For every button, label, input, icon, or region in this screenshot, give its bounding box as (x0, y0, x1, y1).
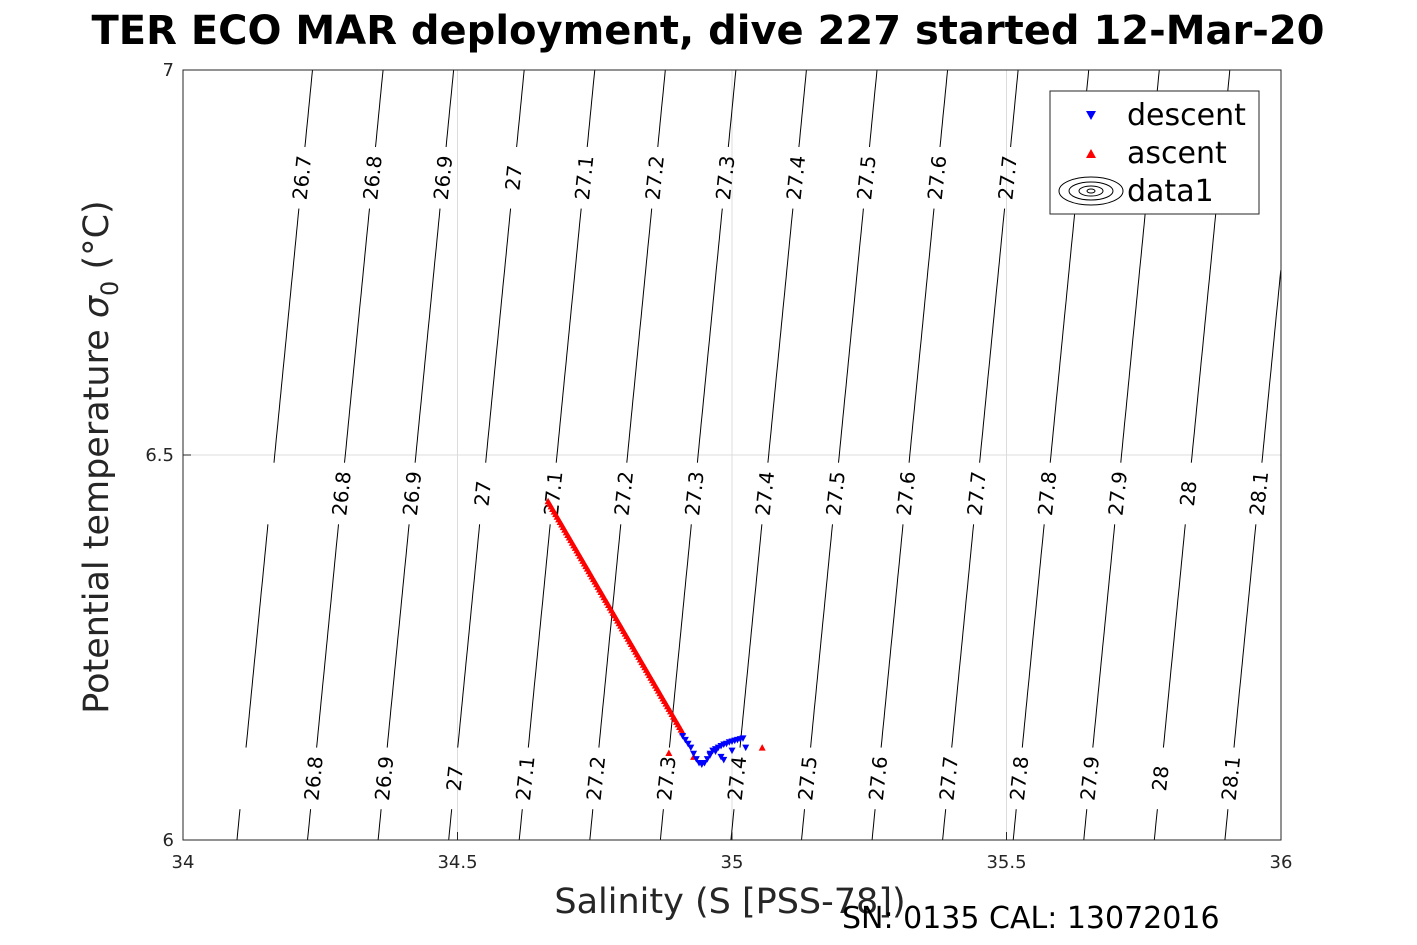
contour-label-1-0: 26.8 (327, 470, 356, 517)
descent-point-4 (690, 750, 698, 758)
contour-label-2-10: 27.8 (1005, 755, 1034, 802)
contour-line-14 (1224, 270, 1282, 841)
contour-label-1-5: 27.3 (680, 470, 709, 517)
contour-label-0-4: 27.1 (570, 154, 599, 201)
contour-line-13 (1153, 69, 1231, 841)
contour-line-4 (518, 69, 596, 841)
contour-label-1-11: 27.9 (1103, 470, 1132, 517)
data-points (544, 497, 766, 769)
descent-point-23 (706, 752, 714, 759)
contour-label-2-2: 27 (441, 764, 468, 792)
contour-label-1-4: 27.2 (610, 470, 639, 517)
contour-label-2-9: 27.7 (934, 755, 963, 802)
y-axis-label-text: Potential temperature (77, 329, 117, 713)
descent-point-0 (679, 733, 687, 740)
contour-line-5 (589, 69, 666, 841)
legend-box (1049, 90, 1260, 215)
contour-label-1-12: 28 (1175, 480, 1202, 508)
x-tick-label-0: 34 (172, 852, 195, 873)
descent-point-9 (703, 756, 711, 763)
legend-marker-contour-icon (1058, 176, 1124, 206)
contour-label-0-2: 26.9 (429, 154, 458, 201)
descent-point-5 (692, 756, 700, 763)
contour-label-2-11: 27.9 (1076, 755, 1105, 802)
density-contours: 26.7 26.8 26.9 27 27.1 27.2 27.3 27.4 27.5 27.6 27… (236, 69, 1282, 841)
chart-title: TER ECO MAR deployment, dive 227 started… (91, 8, 1324, 54)
contour-label-1-6: 27.4 (751, 470, 780, 517)
descent-point-26 (720, 756, 728, 764)
contour-label-2-4: 27.2 (582, 755, 611, 802)
descent-point-28 (742, 744, 750, 752)
ascent-extra-point-0 (665, 749, 673, 756)
y-tick-label-2: 7 (163, 60, 174, 81)
descent-point-1 (681, 736, 689, 744)
x-tick-label-3: 35.5 (986, 852, 1026, 873)
x-axis-ticks: 34 34.5 35 35.5 36 (172, 832, 1293, 873)
contour-label-2-6: 27.4 (723, 755, 752, 802)
contour-label-2-12: 28 (1147, 764, 1174, 792)
contour-label-1-9: 27.7 (962, 470, 991, 517)
contour-line-1 (307, 69, 384, 841)
y-axis-label-unit: (°C) (77, 200, 117, 269)
contour-label-2-3: 27.1 (511, 755, 540, 802)
contour-label-1-2: 27 (469, 480, 496, 508)
x-tick-label-1: 34.5 (437, 852, 477, 873)
contour-label-0-0: 26.7 (288, 154, 317, 201)
contour-line-3 (448, 69, 525, 841)
contour-line-10 (942, 69, 1019, 841)
y-axis-label-subscript: 0 (96, 281, 124, 296)
contour-line-11 (1012, 69, 1090, 841)
ascent-extra-point-1 (758, 744, 766, 751)
contour-line-12 (1083, 69, 1160, 841)
contour-label-0-7: 27.4 (782, 154, 811, 201)
contour-label-0-3: 27 (500, 164, 527, 192)
contour-label-2-7: 27.5 (793, 755, 822, 802)
contour-label-0-1: 26.8 (358, 154, 387, 201)
y-axis-label: Potential temperature σ0 (°C) (77, 200, 124, 713)
contour-label-2-1: 26.9 (370, 755, 399, 802)
descent-point-2 (684, 740, 692, 748)
contour-label-2-8: 27.6 (864, 755, 893, 802)
descent-point-3 (687, 744, 695, 752)
y-tick-label-1: 6.5 (145, 445, 174, 466)
x-tick-label-2: 35 (721, 852, 744, 873)
contour-line-7 (730, 69, 807, 841)
y-tick-label-0: 6 (163, 830, 174, 851)
contour-label-1-1: 26.9 (398, 470, 427, 517)
contour-label-1-10: 27.8 (1033, 470, 1062, 517)
descent-point-27 (728, 747, 736, 755)
contour-line-0 (236, 69, 313, 841)
contour-line-2 (377, 69, 455, 841)
y-axis-label-symbol: σ (77, 294, 117, 318)
contour-label-2-5: 27.3 (652, 755, 681, 802)
contour-label-1-13: 28.1 (1245, 470, 1274, 517)
contour-line-8 (801, 69, 878, 841)
descent-point-24 (712, 748, 720, 755)
calibration-footer: SN: 0135 CAL: 13072016 (842, 901, 1220, 936)
y-axis-ticks: 66.57 (145, 60, 191, 851)
contour-label-0-8: 27.5 (852, 154, 881, 201)
contour-label-0-9: 27.6 (923, 154, 952, 201)
contour-line-9 (871, 69, 949, 841)
legend-label-ascent: ascent (1127, 136, 1227, 171)
x-axis-label: Salinity (S [PSS-78]) (554, 882, 905, 922)
contour-line-6 (659, 69, 737, 841)
contour-label-1-8: 27.6 (892, 470, 921, 517)
legend-label-data1: data1 (1127, 174, 1214, 209)
x-tick-label-4: 36 (1270, 852, 1293, 873)
contour-label-0-6: 27.3 (711, 154, 740, 201)
contour-label-1-7: 27.5 (821, 470, 850, 517)
descent-point-8 (701, 760, 709, 767)
legend: descent ascent data1 (1049, 90, 1260, 215)
contour-label-0-5: 27.2 (640, 154, 669, 201)
contour-label-0-10: 27.7 (993, 154, 1022, 201)
legend-marker-descent (1086, 111, 1096, 120)
contour-label-2-0: 26.8 (299, 755, 328, 802)
descent-point-22 (739, 735, 747, 742)
legend-label-descent: descent (1127, 98, 1246, 133)
contour-label-2-13: 28.1 (1217, 755, 1246, 802)
legend-marker-ascent (1086, 149, 1096, 158)
